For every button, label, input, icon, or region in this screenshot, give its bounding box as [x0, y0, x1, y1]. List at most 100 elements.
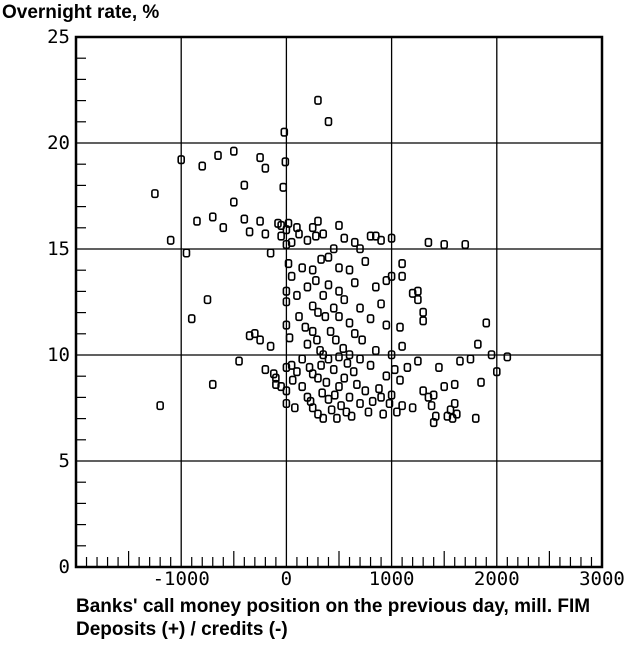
data-point: [345, 318, 354, 328]
data-point: [324, 117, 333, 127]
data-point: [230, 146, 238, 156]
data-point: [324, 354, 333, 364]
data-point: [282, 297, 291, 307]
data-point: [287, 271, 296, 281]
data-point: [319, 413, 328, 423]
data-point: [313, 335, 321, 345]
data-point: [350, 328, 359, 339]
data-point: [240, 180, 249, 190]
data-point: [487, 350, 496, 360]
data-point: [503, 352, 512, 362]
x-tick-label: 3000: [579, 568, 625, 590]
data-point: [329, 244, 338, 254]
data-point: [339, 343, 348, 353]
data-point: [356, 303, 364, 313]
data-point: [308, 326, 317, 336]
data-point: [356, 354, 364, 364]
data-point: [272, 373, 280, 383]
data-point: [324, 394, 333, 404]
data-point: [424, 237, 433, 247]
data-point: [461, 239, 470, 250]
data-point: [284, 259, 293, 269]
data-point: [396, 375, 404, 385]
x-tick-label: 1000: [369, 568, 415, 590]
data-point: [208, 212, 217, 222]
data-point: [324, 280, 333, 290]
data-point: [337, 401, 345, 411]
data-point: [377, 235, 385, 245]
data-point: [279, 182, 288, 192]
data-point: [345, 350, 354, 360]
data-point: [440, 381, 449, 392]
data-point: [245, 227, 254, 237]
data-point: [329, 365, 338, 375]
data-point: [298, 381, 306, 392]
data-point: [382, 371, 391, 381]
data-point: [419, 307, 427, 317]
data-point: [293, 367, 301, 377]
data-point: [492, 367, 501, 377]
data-point: [314, 216, 322, 226]
data-point: [261, 365, 270, 375]
y-tick-label: 15: [47, 238, 70, 260]
data-point: [261, 163, 270, 173]
data-point: [340, 373, 349, 383]
data-point: [324, 252, 333, 262]
data-point: [387, 390, 396, 400]
data-point: [419, 316, 427, 326]
data-point: [466, 354, 475, 364]
data-point: [340, 295, 349, 305]
data-point: [332, 335, 340, 345]
y-tick-label: 5: [59, 450, 70, 472]
data-point: [256, 153, 264, 163]
data-point: [291, 403, 299, 413]
data-point: [450, 398, 459, 409]
data-point: [403, 362, 412, 373]
data-point: [408, 403, 417, 413]
x-axis-label: Banks' call money position on the previo…: [76, 596, 590, 642]
data-point: [208, 379, 217, 389]
data-point: [282, 286, 291, 296]
data-point: [393, 407, 401, 417]
data-point: [303, 339, 312, 349]
data-point: [375, 384, 383, 394]
grid-lines: [76, 37, 602, 567]
data-point: [435, 362, 443, 373]
data-point: [277, 231, 285, 241]
data-point: [287, 237, 296, 247]
data-point: [314, 307, 322, 317]
data-point: [482, 318, 491, 328]
data-point: [219, 223, 228, 233]
data-point: [326, 326, 335, 336]
data-point: [333, 413, 341, 423]
data-point: [312, 231, 320, 241]
data-point: [266, 341, 275, 351]
data-point: [398, 401, 406, 411]
data-point: [335, 312, 343, 322]
data-point: [314, 373, 322, 383]
data-point: [251, 328, 259, 339]
data-point: [335, 263, 343, 273]
data-point: [427, 401, 436, 411]
y-tick-label: 10: [47, 344, 70, 366]
data-point: [471, 413, 480, 423]
data-point: [214, 150, 222, 161]
y-tick-label: 20: [47, 132, 70, 154]
data-point: [477, 377, 485, 387]
data-point: [343, 358, 352, 368]
data-point: [377, 299, 385, 309]
data-point: [350, 237, 359, 247]
minor-ticks: [76, 57, 593, 567]
data-point: [203, 295, 212, 305]
data-point: [358, 335, 366, 345]
x-axis-label-line2: Deposits (+) / credits (-): [76, 618, 288, 640]
data-point: [356, 398, 364, 409]
x-tick-label: 2000: [474, 568, 520, 590]
data-point: [235, 356, 243, 366]
data-point: [329, 303, 338, 313]
data-point: [387, 271, 396, 281]
data-point: [450, 379, 459, 389]
data-point: [282, 320, 291, 330]
data-point: [330, 390, 339, 400]
